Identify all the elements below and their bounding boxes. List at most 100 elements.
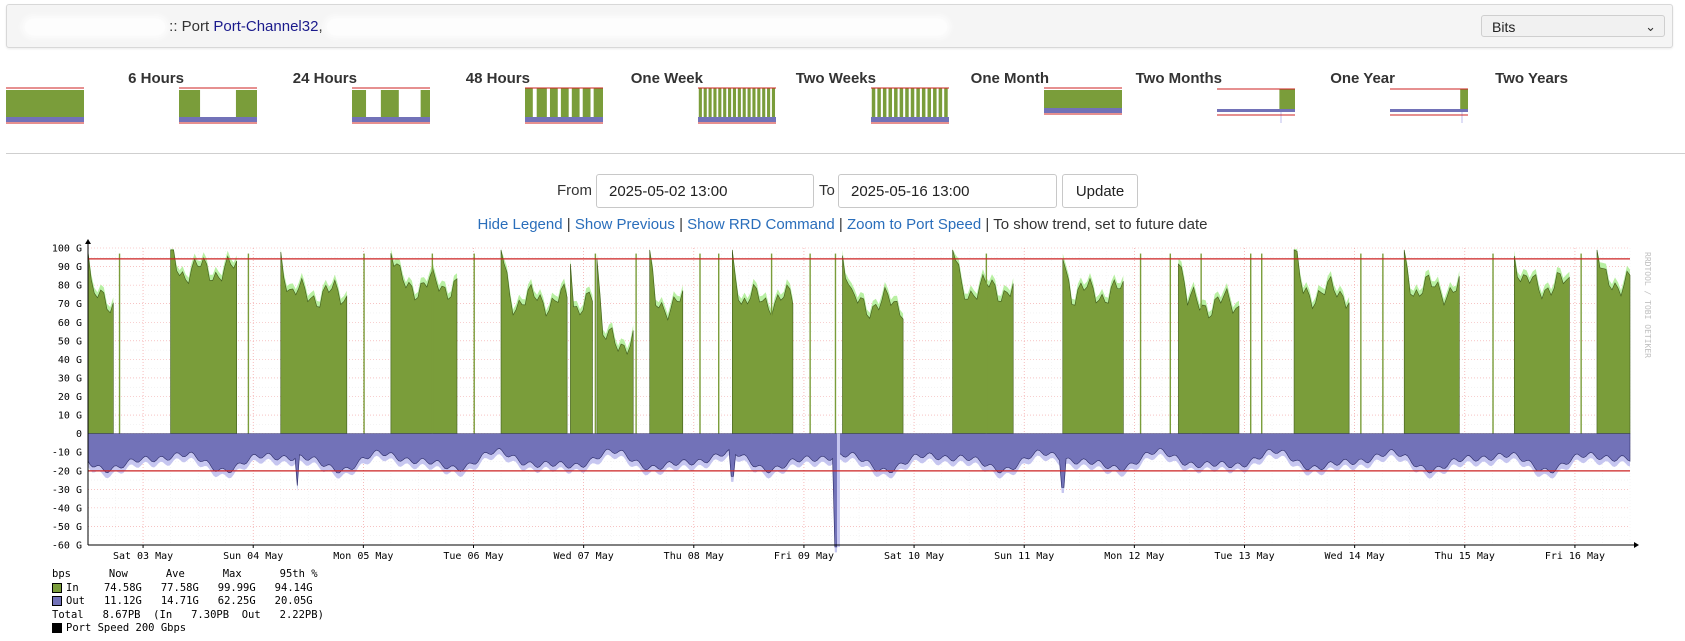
x-tick-label: Thu 15 May	[1435, 551, 1495, 562]
hide-legend-link[interactable]: Hide Legend	[477, 216, 563, 233]
thumbnail-month[interactable]: One Month	[871, 64, 1049, 136]
thumbnail-in-area	[877, 88, 881, 117]
thumbnail-in-area	[718, 88, 722, 117]
redacted-device-name	[25, 19, 165, 36]
y-axis-arrow	[85, 239, 91, 244]
thumbnail-in-area	[560, 88, 569, 117]
thumbnail-two-year[interactable]: Two Years	[1390, 64, 1568, 136]
thumbnail-two-week[interactable]: Two Weeks	[698, 64, 876, 136]
in-area	[1062, 259, 1124, 434]
x-tick-label: Sun 11 May	[994, 551, 1054, 562]
in-area	[1293, 249, 1350, 434]
thumbnail-in-area	[1279, 89, 1295, 109]
thumbnail-in-area	[380, 90, 399, 117]
units-select[interactable]: Bits ⌄	[1481, 15, 1665, 37]
in-spike	[1580, 253, 1582, 434]
thumbnail-in-area	[525, 88, 533, 117]
thumbnail-graph	[6, 87, 84, 124]
y-tick-label: -30 G	[52, 485, 82, 496]
thumbnail-graph	[1044, 87, 1122, 115]
in-spike	[594, 253, 597, 434]
thumbnail-in-area	[910, 88, 915, 117]
in-spike	[718, 253, 720, 434]
in-area	[1514, 256, 1570, 434]
in-series	[87, 248, 1631, 434]
link-separator: |	[838, 216, 843, 233]
thumbnail-year[interactable]: One Year	[1217, 64, 1395, 136]
y-tick-label: 50 G	[58, 336, 82, 347]
port-link[interactable]: Port-Channel32	[213, 18, 319, 35]
thumbnail-in-area	[944, 88, 948, 117]
link-separator: |	[679, 216, 683, 233]
in-spike	[699, 253, 701, 434]
legend-out-max: 62.25G	[217, 595, 256, 607]
thumbnail-two-day[interactable]: 48 Hours	[352, 64, 530, 136]
thumbnail-day[interactable]: 24 Hours	[179, 64, 357, 136]
redacted-port-description	[326, 19, 947, 36]
thumbnail-two-month[interactable]: Two Months	[1044, 64, 1222, 136]
thumbnail-in-area	[420, 90, 430, 117]
legend-total-in-label: (In	[153, 608, 173, 621]
thumbnail-title: One Year	[1330, 70, 1395, 87]
period-thumbnails: 6 Hours 24 Hours 48 Hours One Week Two Weeks…	[0, 64, 1685, 144]
to-date-input[interactable]	[838, 174, 1057, 208]
thumbnail-graph	[1390, 88, 1468, 123]
thumbnail-out-area	[352, 117, 430, 122]
thumbnail-in-area	[927, 88, 932, 117]
thumbnail-in-area	[582, 88, 591, 117]
thumbnail-week[interactable]: One Week	[525, 64, 703, 136]
in-spike	[1250, 253, 1252, 434]
chevron-down-icon: ⌄	[1645, 19, 1656, 34]
in-spike	[834, 253, 837, 434]
thumbnail-in-area	[6, 90, 84, 117]
thumbnail-graph	[179, 87, 257, 124]
in-area	[1596, 249, 1631, 434]
thumbnail-graph	[698, 87, 776, 124]
legend-header-95th: 95th %	[279, 568, 318, 580]
thumbnail-in-area	[737, 88, 741, 117]
legend-in-ave: 77.58G	[160, 581, 199, 594]
in-spike	[363, 253, 365, 434]
legend-total-out-value: 2.22PB)	[279, 608, 324, 621]
graph-legend: bps Now Ave Max 95th % In 74.58G 77.58G …	[52, 568, 324, 636]
y-tick-label: 0	[76, 429, 82, 440]
x-tick-label: Thu 08 May	[664, 551, 724, 562]
x-tick-label: Tue 13 May	[1214, 551, 1274, 562]
thumbnail-title: 6 Hours	[128, 70, 184, 87]
out-area	[87, 433, 1631, 548]
out-series	[87, 433, 1631, 553]
breadcrumb-separator: ,	[318, 18, 323, 35]
thumbnail-in-area	[871, 88, 876, 117]
y-tick-label: 90 G	[58, 262, 82, 273]
in-spike	[1200, 253, 1202, 434]
legend-out-now: 11.12G	[103, 595, 142, 607]
show-previous-link[interactable]: Show Previous	[574, 216, 675, 233]
legend-header-now: Now	[108, 568, 128, 580]
legend-out-p95: 20.05G	[274, 595, 313, 607]
x-tick-label: Fri 09 May	[774, 551, 834, 562]
thumbnail-out-area	[1044, 108, 1122, 113]
update-button[interactable]: Update	[1062, 174, 1138, 208]
y-tick-label: 100 G	[52, 244, 82, 255]
show-rrd-command-link[interactable]: Show RRD Command	[687, 216, 835, 233]
y-tick-label: 30 G	[58, 373, 82, 384]
legend-total-in-value: 7.30PB	[191, 608, 230, 621]
divider	[6, 153, 1685, 154]
port-speed-swatch	[52, 623, 62, 633]
thumbnail-full[interactable]: 6 Hours	[6, 64, 184, 136]
in-spike	[1360, 253, 1362, 434]
y-tick-label: -50 G	[52, 522, 82, 533]
in-spike	[1492, 253, 1494, 434]
rrdtool-watermark: RRDTOOL / TOBI OETIKER	[1643, 252, 1652, 358]
zoom-to-port-speed-link[interactable]: Zoom to Port Speed	[846, 216, 982, 233]
thumbnail-in-area	[752, 88, 756, 117]
in-area	[952, 249, 1014, 434]
legend-in-now: 74.58G	[103, 581, 142, 594]
thumbnail-in-area	[235, 90, 257, 117]
in-spike	[770, 253, 773, 434]
y-tick-label: 70 G	[58, 299, 82, 310]
x-axis-arrow	[1634, 542, 1639, 548]
from-date-input[interactable]	[596, 174, 814, 208]
in-area	[390, 253, 458, 434]
legend-header-max: Max	[222, 568, 242, 580]
